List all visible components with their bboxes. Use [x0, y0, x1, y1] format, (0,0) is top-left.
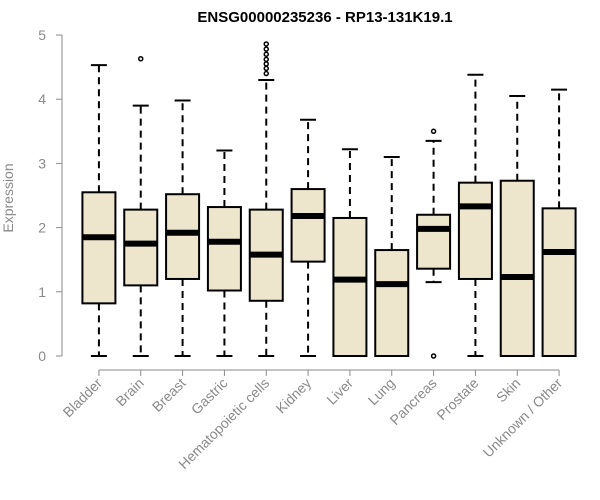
x-category-label: Skin [493, 375, 524, 406]
box-prostate [457, 73, 493, 357]
outlier-point [430, 353, 437, 359]
box-gastric [206, 149, 242, 357]
y-tick-label: 3 [38, 155, 46, 171]
box-body [165, 193, 201, 280]
y-axis: 0 1 2 3 4 5 [38, 27, 63, 364]
box-kidney [290, 118, 326, 357]
box-bladder [81, 64, 117, 357]
box-body [123, 208, 159, 287]
x-category-label: Breast [149, 375, 189, 415]
x-category-label: Kidney [273, 375, 315, 417]
box-body [457, 181, 493, 280]
x-category-label: Bladder [60, 375, 106, 421]
box-body [416, 213, 452, 270]
box-lung [374, 155, 410, 358]
x-category-label: Pancreas [387, 375, 440, 428]
y-tick-label: 5 [38, 27, 46, 43]
x-category-label: Prostate [433, 375, 481, 423]
box-body [499, 179, 535, 357]
y-tick-label: 1 [38, 284, 46, 300]
chart-title: ENSG00000235236 - RP13-131K19.1 [197, 9, 452, 26]
box-breast [165, 99, 201, 357]
x-category-label: Liver [323, 375, 356, 408]
x-category-label: Brain [112, 375, 146, 409]
box-pancreas [416, 128, 452, 359]
outlier-point [263, 41, 269, 47]
box-body [541, 207, 577, 357]
outlier-point [263, 61, 269, 67]
outlier-point [430, 128, 437, 135]
box-body [374, 249, 410, 358]
outlier-point [263, 51, 269, 58]
box-unknown-other [541, 88, 577, 357]
box-liver [332, 148, 368, 357]
outlier-point [263, 46, 269, 52]
y-axis-label: Expression [0, 163, 16, 232]
y-tick-label: 0 [38, 348, 46, 364]
x-category-label: Unknown / Other [480, 375, 566, 461]
outlier-point [138, 56, 144, 62]
outlier-point [263, 70, 269, 77]
box-skin [499, 94, 535, 357]
box-body [290, 188, 326, 263]
box-body [81, 191, 117, 305]
y-tick-label: 4 [38, 91, 46, 107]
box-body [206, 206, 242, 292]
box-body [332, 216, 368, 357]
x-category-label: Lung [365, 375, 398, 408]
boxes-group [81, 41, 577, 359]
y-tick-label: 2 [38, 220, 46, 236]
outlier-point [263, 56, 269, 63]
box-brain [123, 56, 159, 357]
outlier-point [263, 65, 269, 72]
box-hematopoietic-cells [248, 41, 284, 357]
